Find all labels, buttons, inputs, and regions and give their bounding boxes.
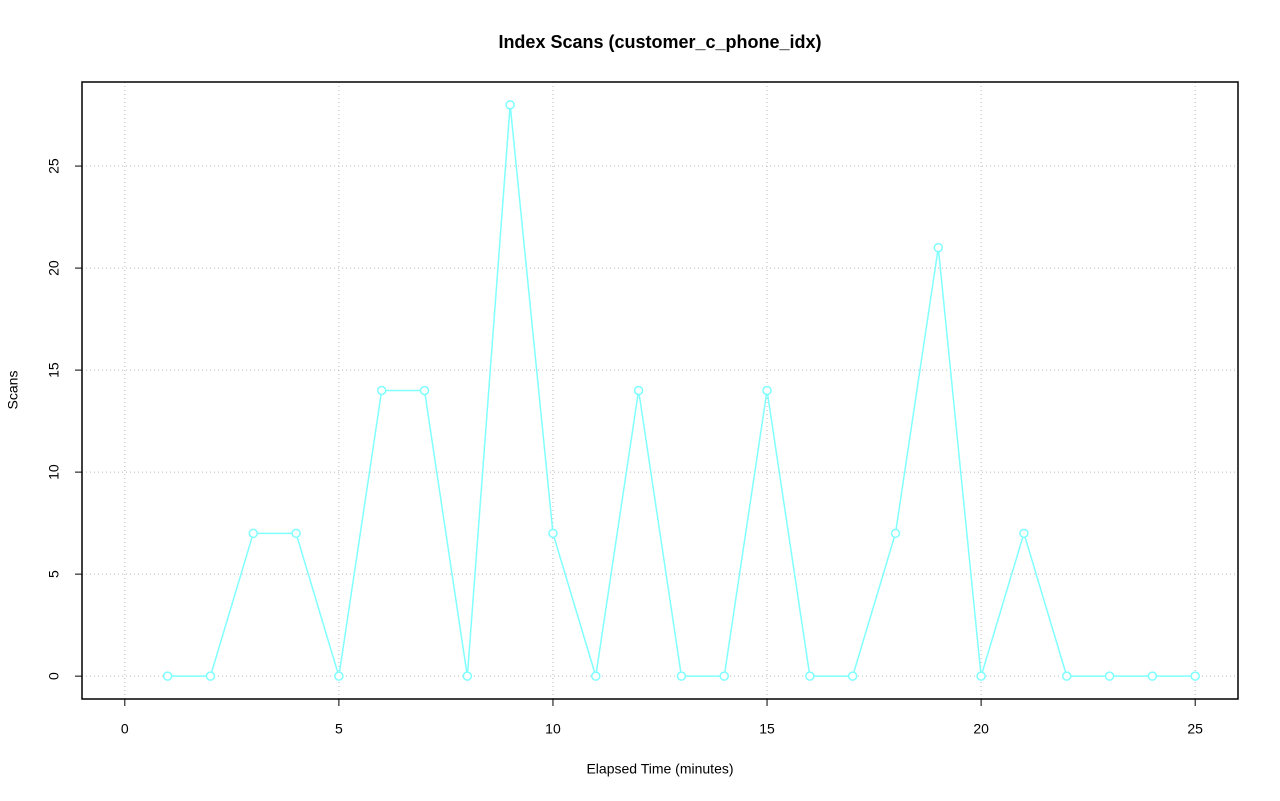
x-tick-label: 25 — [1187, 721, 1203, 737]
point — [1019, 528, 1029, 539]
x-tick-label: 0 — [121, 721, 129, 737]
point — [248, 528, 259, 539]
point — [633, 385, 644, 396]
point — [291, 528, 301, 539]
x-axis-title: Elapsed Time (minutes) — [586, 761, 733, 777]
point — [376, 385, 387, 396]
x-tick-label: 15 — [759, 721, 775, 737]
point — [1061, 671, 1072, 681]
y-tick-label: 25 — [46, 158, 62, 174]
y-tick-label: 0 — [46, 672, 62, 680]
point — [505, 100, 515, 110]
point — [933, 242, 944, 253]
y-tick-label: 15 — [46, 362, 62, 378]
point — [1190, 671, 1200, 681]
series-line — [167, 104, 1196, 677]
point — [205, 671, 216, 681]
point — [462, 671, 473, 681]
x-tick-label: 5 — [335, 721, 343, 737]
x-tick-label: 10 — [545, 721, 561, 737]
point — [676, 671, 687, 681]
point — [1147, 671, 1158, 681]
plot-frame — [81, 81, 1239, 700]
point — [591, 671, 601, 681]
point — [548, 528, 558, 539]
point — [805, 671, 815, 681]
point — [762, 385, 772, 396]
y-axis-title: Scans — [5, 371, 21, 410]
point — [162, 671, 173, 681]
chart-title: Index Scans (customer_c_phone_idx) — [498, 32, 821, 52]
point — [419, 385, 430, 396]
y-tick-label: 5 — [46, 570, 62, 578]
y-tick-label: 10 — [46, 464, 62, 480]
y-tick-label: 20 — [46, 260, 62, 276]
x-tick-label: 20 — [973, 721, 989, 737]
point — [334, 671, 344, 681]
point — [890, 528, 901, 539]
point — [1104, 671, 1115, 681]
point — [719, 671, 729, 681]
point — [847, 671, 858, 681]
point — [976, 671, 986, 681]
